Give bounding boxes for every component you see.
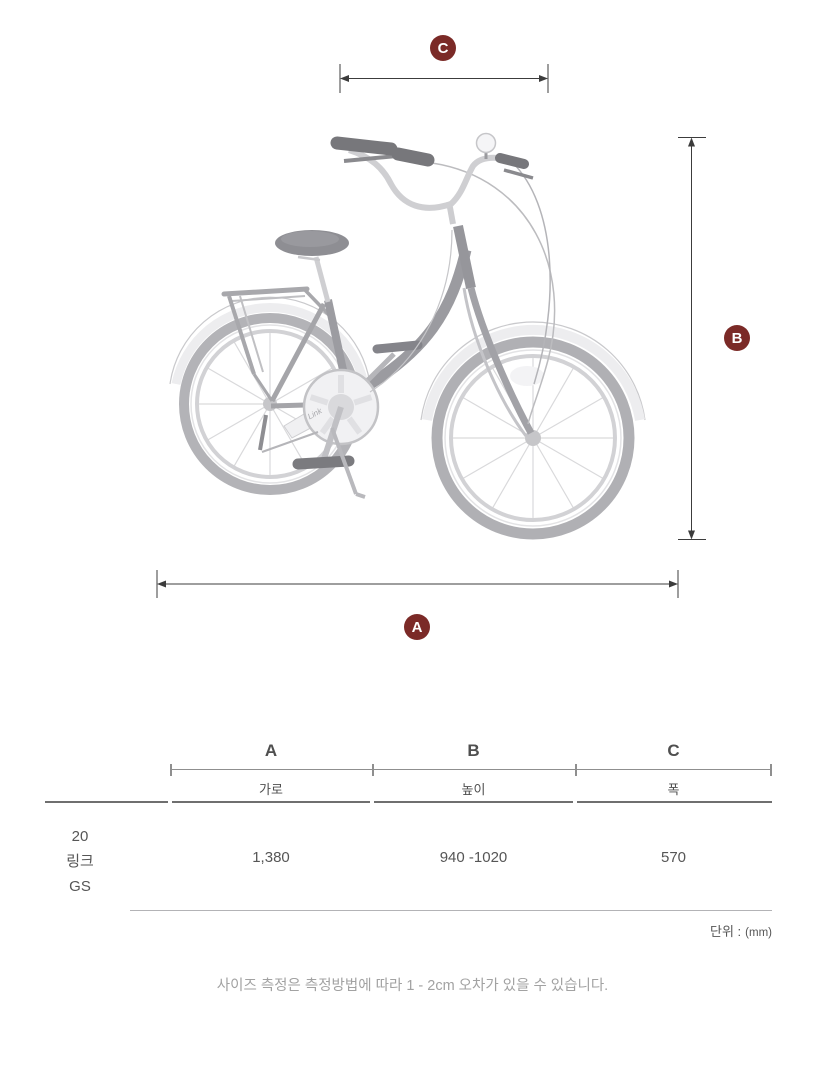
- column-letter-c: C: [667, 741, 680, 760]
- front-wheel: [431, 336, 635, 540]
- table-divider: [45, 801, 168, 803]
- dimension-line-a: [156, 570, 679, 598]
- model-line-2: 링크: [66, 853, 94, 870]
- dimension-badge-b: B: [724, 325, 750, 351]
- ruler-tick: [170, 764, 172, 776]
- model-line-3: GS: [69, 878, 91, 895]
- drivetrain: [258, 340, 423, 499]
- unit-note: 단위 : (mm): [472, 921, 772, 940]
- value-depth: 570: [660, 849, 687, 866]
- bicycle-image: Link Link: [169, 132, 646, 540]
- size-diagram: Link Link: [156, 35, 750, 640]
- spec-table: A B C 가로 높이 폭 20 링크 GS 1,380 940 -1020 5…: [30, 741, 772, 940]
- ruler-tick: [372, 764, 374, 776]
- dimension-line-c: [339, 64, 549, 93]
- table-bottom-line: [130, 910, 772, 911]
- table-divider: [577, 801, 772, 803]
- column-name-depth: 폭: [667, 782, 680, 797]
- dimension-badge-c: C: [430, 35, 456, 61]
- ruler-tick: [575, 764, 577, 776]
- column-letter-b: B: [467, 741, 480, 760]
- dimension-badge-a: A: [404, 614, 430, 640]
- column-letter-a: A: [264, 741, 278, 760]
- value-width: 1,380: [252, 849, 290, 866]
- bicycle-dimension-drawing: Link Link: [156, 64, 706, 598]
- handlebar: [330, 132, 556, 425]
- column-name-width: 가로: [259, 782, 283, 797]
- rear-fender: [169, 296, 371, 385]
- model-name-cell: 20 링크 GS: [30, 824, 130, 899]
- dimension-line-b: [678, 137, 706, 540]
- value-height: 940 -1020: [439, 849, 508, 866]
- unit-label: 단위 :: [710, 924, 742, 939]
- model-line-1: 20: [71, 828, 89, 845]
- unit-value: (mm): [745, 927, 772, 939]
- table-divider: [172, 801, 370, 803]
- ruler-tick: [770, 764, 772, 776]
- table-divider: [374, 801, 573, 803]
- measurement-tolerance-note: 사이즈 측정은 측정방법에 따라 1 - 2cm 오차가 있을 수 있습니다.: [216, 978, 609, 994]
- saddle: [275, 230, 349, 303]
- column-ruler-line: [170, 769, 772, 770]
- column-name-height: 높이: [461, 782, 486, 797]
